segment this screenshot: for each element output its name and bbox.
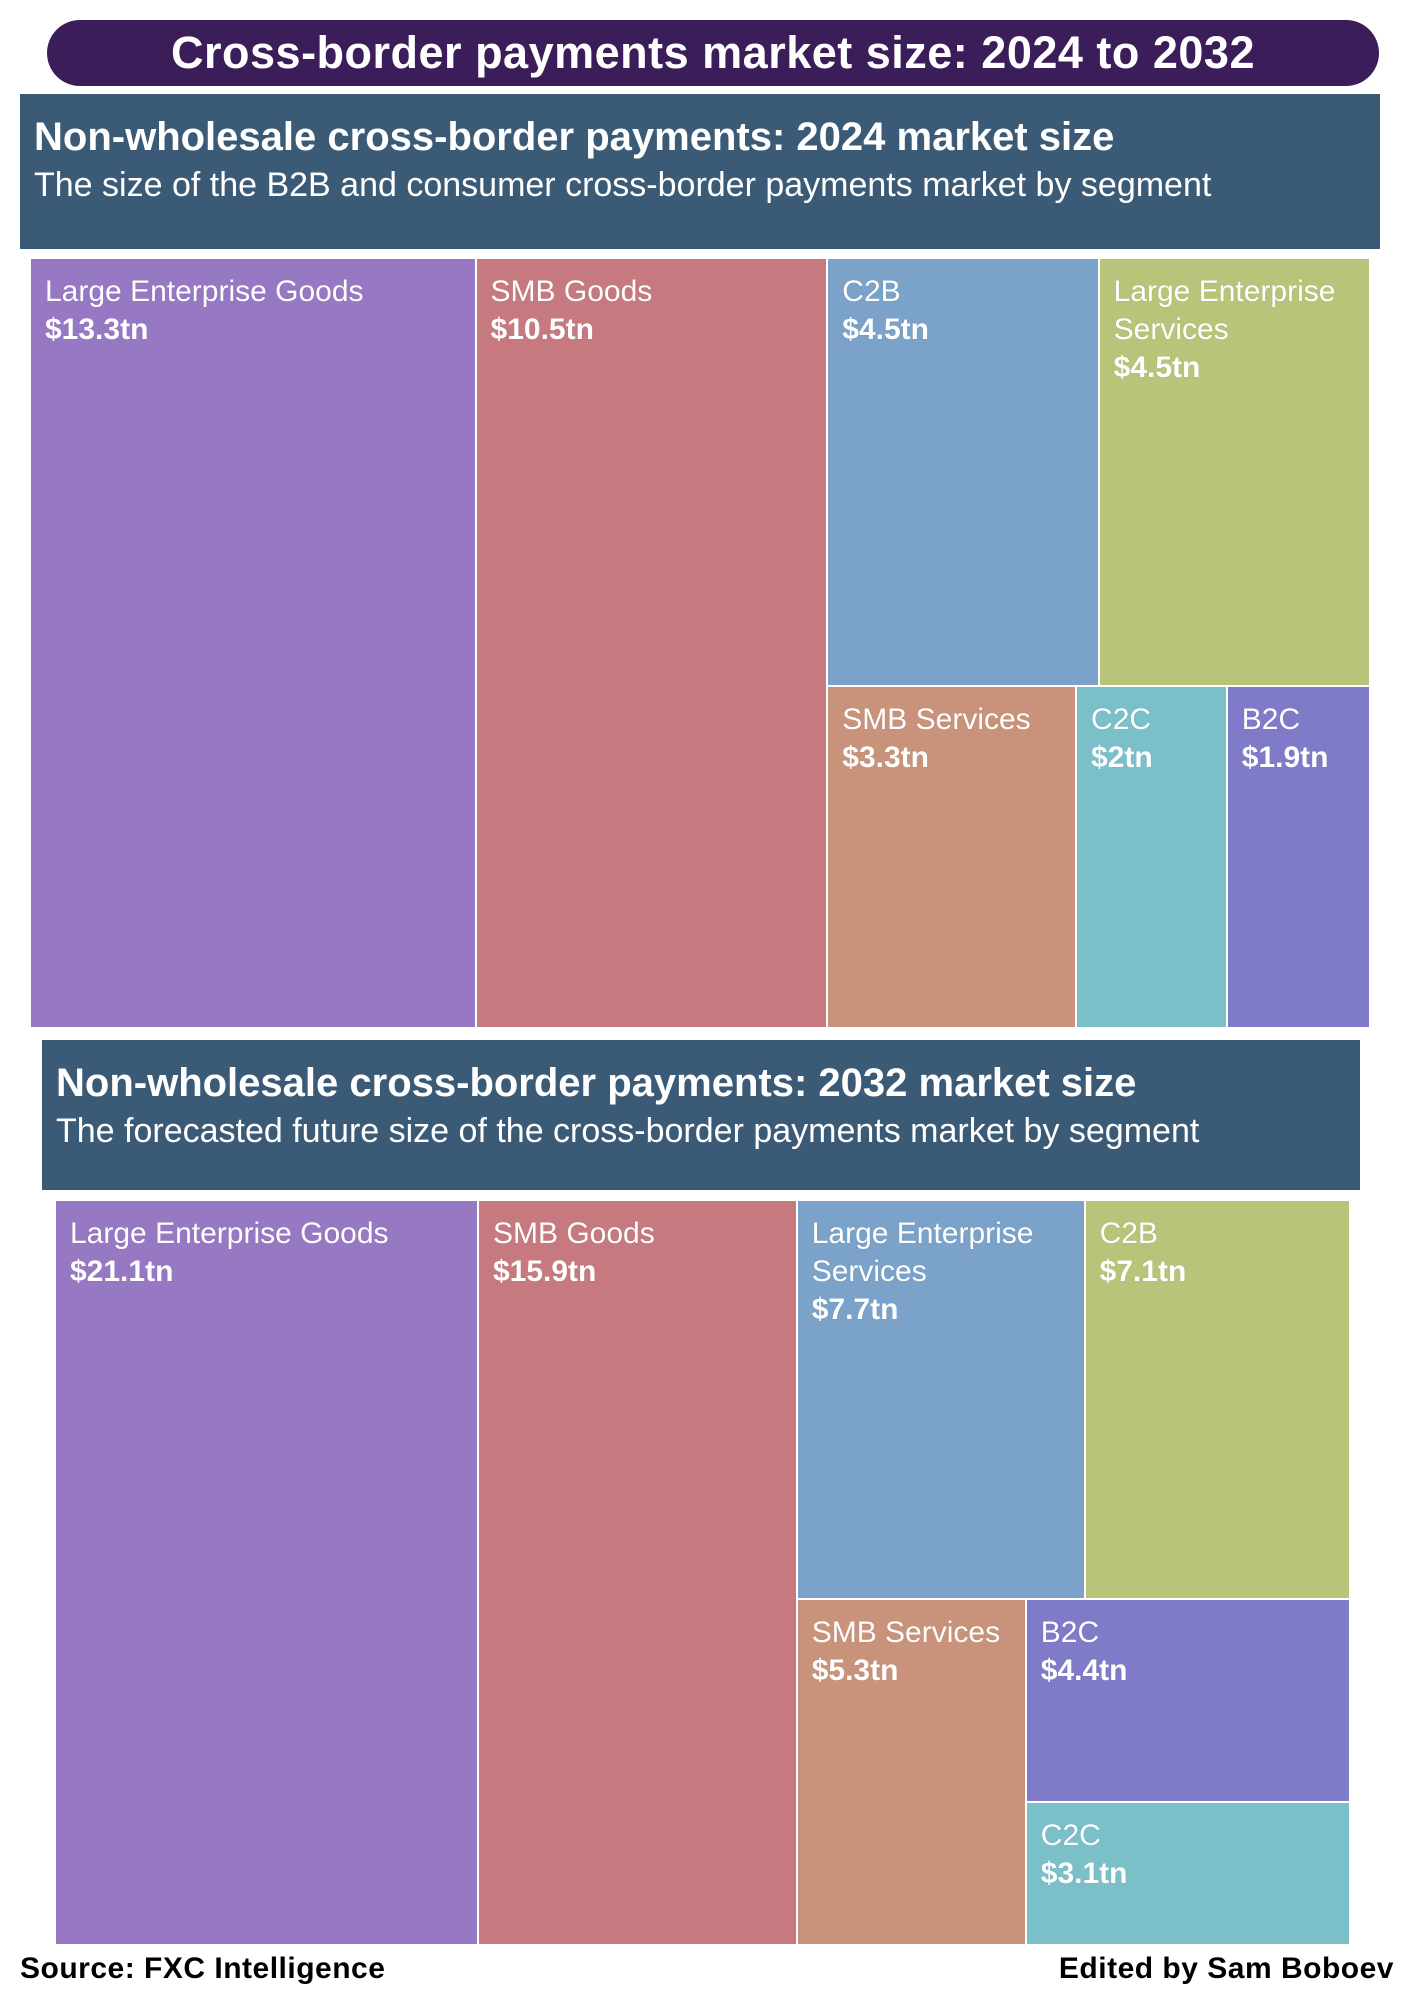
- treemap-cell-value: $7.7tn: [811, 1293, 899, 1326]
- treemap-cell-value: $21.1tn: [70, 1255, 174, 1288]
- chart-2032-subtitle: The forecasted future size of the cross-…: [56, 1112, 1200, 1150]
- treemap-cell-b2c: B2C $4.4tn: [1025, 1599, 1350, 1803]
- treemap-cell-label: C2C: [1091, 702, 1152, 736]
- treemap-cell-c2b: C2B $4.5tn: [827, 258, 1099, 686]
- treemap-cell-label: SMB Goods: [490, 275, 653, 308]
- treemap-cell-label: Large Enterprise Goods: [70, 1217, 389, 1250]
- treemap-cell-large-enterprise-goods: Large Enterprise Goods $21.1tn: [55, 1200, 478, 1945]
- source-note: Source: FXC Intelligence: [20, 1952, 386, 1985]
- treemap-cell-label: C2C: [1040, 1819, 1101, 1853]
- treemap-cell-value: $5.3tn: [811, 1654, 899, 1688]
- treemap-cell-label: Large Enterprise Services: [811, 1217, 1034, 1288]
- treemap-cell-c2b: C2B $7.1tn: [1084, 1200, 1350, 1600]
- treemap-cell-smb-services: SMB Services $5.3tn: [796, 1599, 1026, 1945]
- chart-2024-title: Non-wholesale cross-border payments: 202…: [34, 115, 1115, 159]
- chart-2024-subtitle: The size of the B2B and consumer cross-b…: [34, 166, 1212, 204]
- treemap-cell-value: $10.5tn: [490, 313, 594, 346]
- treemap-cell-value: $2tn: [1091, 740, 1153, 774]
- main-title: Cross-border payments market size: 2024 …: [47, 20, 1379, 86]
- treemap-cell-value: $15.9tn: [492, 1255, 597, 1288]
- chart-2032-title: Non-wholesale cross-border payments: 203…: [56, 1061, 1137, 1105]
- credit-note: Edited by Sam Boboev: [1058, 1952, 1394, 1985]
- treemap-cell-smb-goods: SMB Goods $15.9tn: [477, 1200, 797, 1945]
- treemap-cell-label: B2C: [1040, 1616, 1100, 1650]
- treemap-cell-value: $4.4tn: [1040, 1654, 1128, 1688]
- treemap-cell-label: Large Enterprise Services: [1113, 275, 1336, 346]
- treemap-cell-b2c: B2C $1.9tn: [1226, 685, 1370, 1028]
- treemap-cell-large-enterprise-services: Large Enterprise Services $4.5tn: [1098, 258, 1370, 686]
- treemap-cell-value: $7.1tn: [1099, 1255, 1187, 1288]
- treemap-cell-label: C2B: [842, 275, 901, 308]
- treemap-cell-smb-goods: SMB Goods $10.5tn: [475, 258, 828, 1028]
- treemap-cell-value: $4.5tn: [842, 313, 930, 346]
- treemap-2024: Large Enterprise Goods $13.3tn SMB Goods $1…: [30, 258, 1370, 1028]
- treemap-cell-label: SMB Services: [811, 1616, 1001, 1650]
- treemap-cell-value: $4.5tn: [1113, 351, 1201, 384]
- chart-2032-header: Non-wholesale cross-border payments: 203…: [42, 1040, 1360, 1190]
- treemap-cell-value: $1.9tn: [1241, 740, 1329, 774]
- treemap-cell-label: SMB Goods: [492, 1217, 655, 1250]
- treemap-cell-value: $3.3tn: [842, 740, 930, 774]
- treemap-cell-value: $3.1tn: [1040, 1857, 1128, 1891]
- treemap-cell-value: $13.3tn: [45, 313, 149, 346]
- treemap-cell-smb-services: SMB Services $3.3tn: [827, 685, 1077, 1028]
- treemap-2032: Large Enterprise Goods $21.1tn SMB Goods $1…: [55, 1200, 1350, 1945]
- treemap-cell-label: SMB Services: [842, 702, 1031, 736]
- treemap-cell-label: Large Enterprise Goods: [45, 275, 364, 308]
- chart-2024-header: Non-wholesale cross-border payments: 202…: [20, 94, 1380, 249]
- treemap-cell-large-enterprise-goods: Large Enterprise Goods $13.3tn: [30, 258, 476, 1028]
- treemap-cell-label: C2B: [1099, 1217, 1158, 1250]
- treemap-cell-large-enterprise-services: Large Enterprise Services $7.7tn: [796, 1200, 1085, 1600]
- treemap-cell-c2c: C2C $3.1tn: [1025, 1802, 1350, 1945]
- treemap-cell-label: B2C: [1241, 702, 1301, 736]
- treemap-cell-c2c: C2C $2tn: [1076, 685, 1227, 1028]
